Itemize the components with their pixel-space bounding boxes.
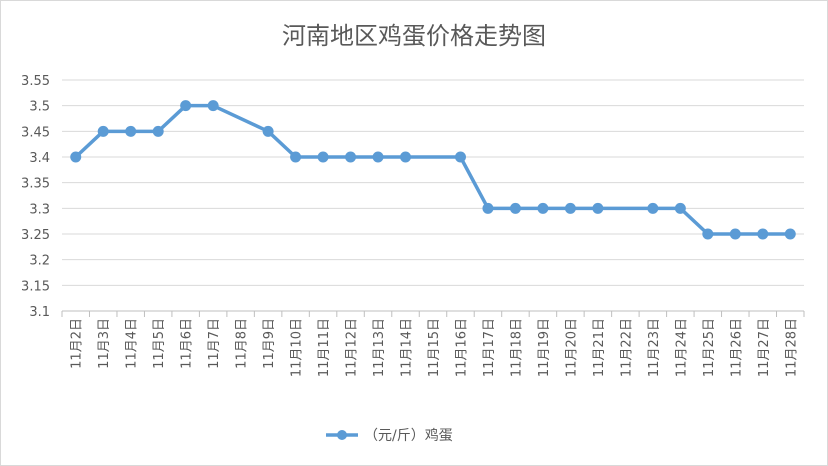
x-tick-label: 11月14日 [400, 318, 415, 377]
y-tick-label: 3.55 [21, 74, 50, 89]
data-point [454, 151, 466, 163]
legend-label: （元/斤）鸡蛋 [364, 427, 453, 444]
x-tick-label: 11月23日 [647, 318, 662, 377]
y-tick-label: 3.1 [29, 305, 50, 320]
data-point [180, 100, 192, 112]
x-tick-label: 11月25日 [702, 318, 717, 377]
x-tick-label: 11月6日 [180, 318, 195, 369]
x-tick-label: 11月26日 [729, 318, 744, 377]
data-point [290, 151, 302, 163]
y-tick-label: 3.45 [21, 125, 50, 140]
data-point [482, 202, 494, 214]
x-tick-label: 11月3日 [97, 318, 112, 369]
data-point [564, 202, 576, 214]
data-point [125, 125, 137, 137]
x-tick-label: 11月16日 [454, 318, 469, 377]
series-group [70, 100, 796, 240]
x-tick-label: 11月24日 [674, 318, 689, 377]
x-tick-label: 11月9日 [262, 318, 277, 369]
data-point [345, 151, 357, 163]
x-tick-label: 11月18日 [509, 318, 524, 377]
x-tick-label: 11月13日 [372, 318, 387, 377]
data-point [757, 228, 769, 240]
x-tick-label: 11月7日 [207, 318, 222, 369]
data-point [537, 202, 549, 214]
x-tick-label: 11月21日 [592, 318, 607, 377]
x-tick-label: 11月27日 [757, 318, 772, 377]
y-axis-ticks: 3.1 3.15 3.2 3.25 3.3 3.35 3.4 3.45 3.5 3.55 [21, 74, 50, 320]
data-point [372, 151, 384, 163]
y-tick-label: 3.35 [21, 177, 50, 192]
x-tick-label: 11月19日 [537, 318, 552, 377]
x-tick-label: 11月8日 [235, 318, 250, 369]
y-tick-label: 3.5 [29, 100, 50, 115]
data-point [784, 228, 796, 240]
y-tick-label: 3.4 [29, 151, 50, 166]
y-tick-label: 3.2 [29, 254, 50, 269]
x-tick-label: 11月12日 [345, 318, 360, 377]
data-point [317, 151, 329, 163]
data-point [97, 125, 109, 137]
x-tick-label: 11月20日 [564, 318, 579, 377]
chart-title: 河南地区鸡蛋价格走势图 [282, 22, 546, 50]
data-point [729, 228, 741, 240]
y-tick-label: 3.25 [21, 228, 50, 243]
x-tick-label: 11月15日 [427, 318, 442, 377]
x-tick-label: 11月2日 [70, 318, 85, 369]
data-point [262, 125, 274, 137]
data-point [152, 125, 164, 137]
data-point [674, 202, 686, 214]
data-point [400, 151, 412, 163]
data-point [592, 202, 604, 214]
data-point [207, 100, 219, 112]
series-line [74, 103, 791, 236]
x-tick-label: 11月10日 [290, 318, 305, 377]
x-tick-label: 11月11日 [317, 318, 332, 377]
x-tick-label: 11月17日 [482, 318, 497, 377]
data-point [70, 151, 82, 163]
x-tick-label: 11月5日 [152, 318, 167, 369]
x-tick-label: 11月4日 [125, 318, 140, 369]
data-point [647, 202, 659, 214]
legend: （元/斤）鸡蛋 [326, 427, 453, 444]
x-axis-ticks: 11月2日 11月3日 11月4日 11月5日 11月6日 11月7日 11月8日 11月9日… [70, 318, 800, 377]
data-point [509, 202, 521, 214]
x-axis [61, 310, 805, 317]
legend-point-marker [337, 430, 347, 440]
y-tick-label: 3.3 [29, 202, 50, 217]
data-point [702, 228, 714, 240]
gridlines [62, 79, 804, 286]
x-tick-label: 11月28日 [784, 318, 799, 377]
x-tick-label: 11月22日 [619, 318, 634, 377]
y-tick-label: 3.15 [21, 279, 50, 294]
